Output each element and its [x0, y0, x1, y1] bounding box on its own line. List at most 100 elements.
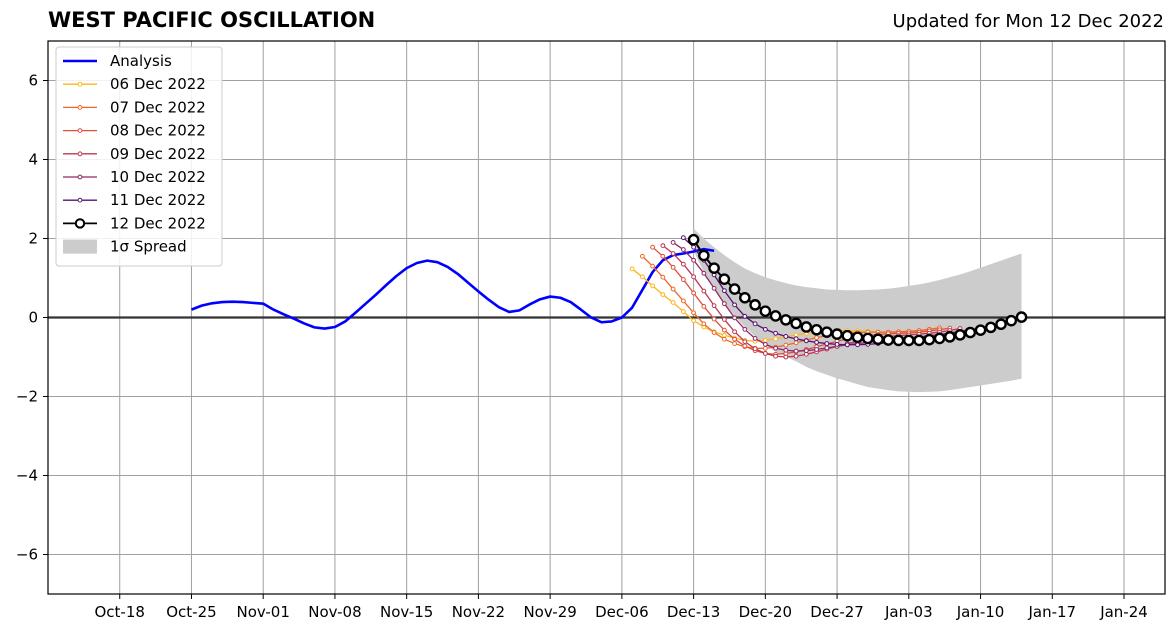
- forecast-point-latest: [800, 321, 813, 333]
- forecast-point: [742, 326, 748, 332]
- forecast-point: [650, 263, 656, 269]
- forecast-point-latest: [780, 314, 792, 326]
- forecast-point: [732, 329, 737, 335]
- forecast-point: [793, 332, 799, 338]
- forecast-point: [639, 253, 645, 259]
- y-tick-label: −6: [16, 546, 38, 564]
- forecast-point-latest: [1005, 314, 1018, 327]
- x-tick-label: Jan-10: [956, 603, 1005, 621]
- forecast-point: [793, 336, 799, 342]
- forecast-point: [762, 351, 768, 356]
- forecast-point: [721, 336, 727, 342]
- x-tick-label: Dec-06: [595, 603, 649, 621]
- forecast-point: [691, 310, 697, 316]
- x-tick-label: Nov-22: [452, 603, 505, 621]
- forecast-point: [773, 345, 778, 351]
- forecast-point: [660, 243, 666, 249]
- chart-title: WEST PACIFIC OSCILLATION: [48, 8, 376, 32]
- forecast-point: [793, 340, 799, 346]
- forecast-point-latest: [810, 323, 823, 336]
- forecast-point: [824, 341, 830, 346]
- x-tick-label: Jan-03: [884, 603, 933, 621]
- forecast-point: [670, 286, 676, 292]
- forecast-point-latest: [995, 318, 1007, 331]
- x-tick-label: Jan-24: [1099, 603, 1148, 621]
- forecast-point: [711, 285, 717, 291]
- forecast-point-latest: [851, 331, 864, 344]
- forecast-point: [803, 338, 809, 344]
- forecast-point: [762, 345, 768, 351]
- spread-band: [693, 228, 1022, 393]
- forecast-point: [732, 302, 737, 308]
- forecast-point: [691, 244, 697, 250]
- forecast-point-latest: [790, 317, 802, 330]
- forecast-point: [773, 353, 778, 359]
- forecast-point: [742, 339, 748, 344]
- forecast-point-latest: [718, 273, 731, 285]
- forecast-point: [773, 330, 778, 336]
- legend-marker: [77, 105, 83, 110]
- forecast-point: [732, 315, 737, 321]
- forecast-point: [814, 347, 819, 352]
- forecast-point: [711, 303, 717, 309]
- forecast-point: [783, 334, 789, 339]
- y-tick-label: −4: [16, 467, 38, 485]
- forecast-point-latest: [831, 328, 843, 340]
- forecast-point: [752, 321, 758, 327]
- forecast-point-latest: [1015, 311, 1028, 323]
- legend-label: 11 Dec 2022: [110, 191, 206, 209]
- legend-marker: [77, 151, 83, 157]
- forecast-point-latest: [862, 332, 874, 345]
- legend: Analysis 06 Dec 2022 07 Dec 2022 08 Dec 202…: [55, 46, 223, 267]
- forecast-point-latest: [892, 334, 905, 347]
- forecast-point: [670, 300, 676, 305]
- legend-marker: [77, 197, 83, 203]
- x-tick-label: Oct-18: [95, 603, 145, 621]
- forecast-point: [711, 330, 717, 335]
- forecast-point: [742, 313, 748, 319]
- legend-label: Analysis: [110, 52, 172, 70]
- forecast-point: [660, 274, 666, 280]
- forecast-point: [742, 343, 748, 349]
- forecast-point: [721, 317, 727, 322]
- forecast-point-latest: [749, 299, 761, 311]
- forecast-point: [670, 240, 676, 245]
- forecast-point: [814, 339, 819, 345]
- y-tick-label: −2: [16, 388, 38, 406]
- forecast-point: [680, 247, 686, 252]
- forecast-point: [691, 257, 697, 263]
- forecast-point-latest: [923, 333, 936, 346]
- forecast-point: [650, 244, 656, 250]
- y-tick-label: 6: [28, 72, 38, 90]
- forecast-point: [752, 346, 758, 352]
- axes-group: Oct-18 Oct-25 Nov-01 Nov-08 Nov-15 Nov-22 Nov-…: [16, 40, 1166, 621]
- x-tick-label: Dec-13: [667, 603, 721, 621]
- forecast-point: [701, 304, 707, 309]
- forecast-point: [855, 342, 860, 348]
- forecast-point: [691, 274, 697, 280]
- forecast-point: [834, 341, 840, 347]
- forecast-point: [762, 326, 768, 332]
- x-tick-label: Nov-29: [523, 603, 576, 621]
- forecast-point: [680, 277, 686, 282]
- legend-marker: [77, 128, 83, 134]
- forecast-point: [721, 301, 727, 307]
- forecast-point-latest: [728, 283, 741, 295]
- forecast-point-latest: [687, 233, 700, 246]
- legend-label: 1σ Spread: [110, 238, 187, 256]
- forecast-point: [752, 336, 758, 341]
- x-tick-label: Nov-01: [237, 603, 290, 621]
- forecast-point-latest: [708, 262, 720, 274]
- forecast-point-latest: [903, 334, 915, 347]
- forecast-point: [773, 336, 778, 342]
- forecast-point: [691, 318, 697, 324]
- x-tick-label: Dec-20: [739, 603, 793, 621]
- forecast-point: [732, 341, 737, 346]
- forecast-point: [803, 348, 809, 354]
- forecast-point: [639, 274, 645, 280]
- forecast-point-latest: [984, 321, 997, 334]
- forecast-point-latest: [759, 305, 772, 317]
- forecast-point: [629, 266, 635, 272]
- forecast-point-latest: [954, 329, 966, 341]
- forecast-point: [793, 353, 799, 359]
